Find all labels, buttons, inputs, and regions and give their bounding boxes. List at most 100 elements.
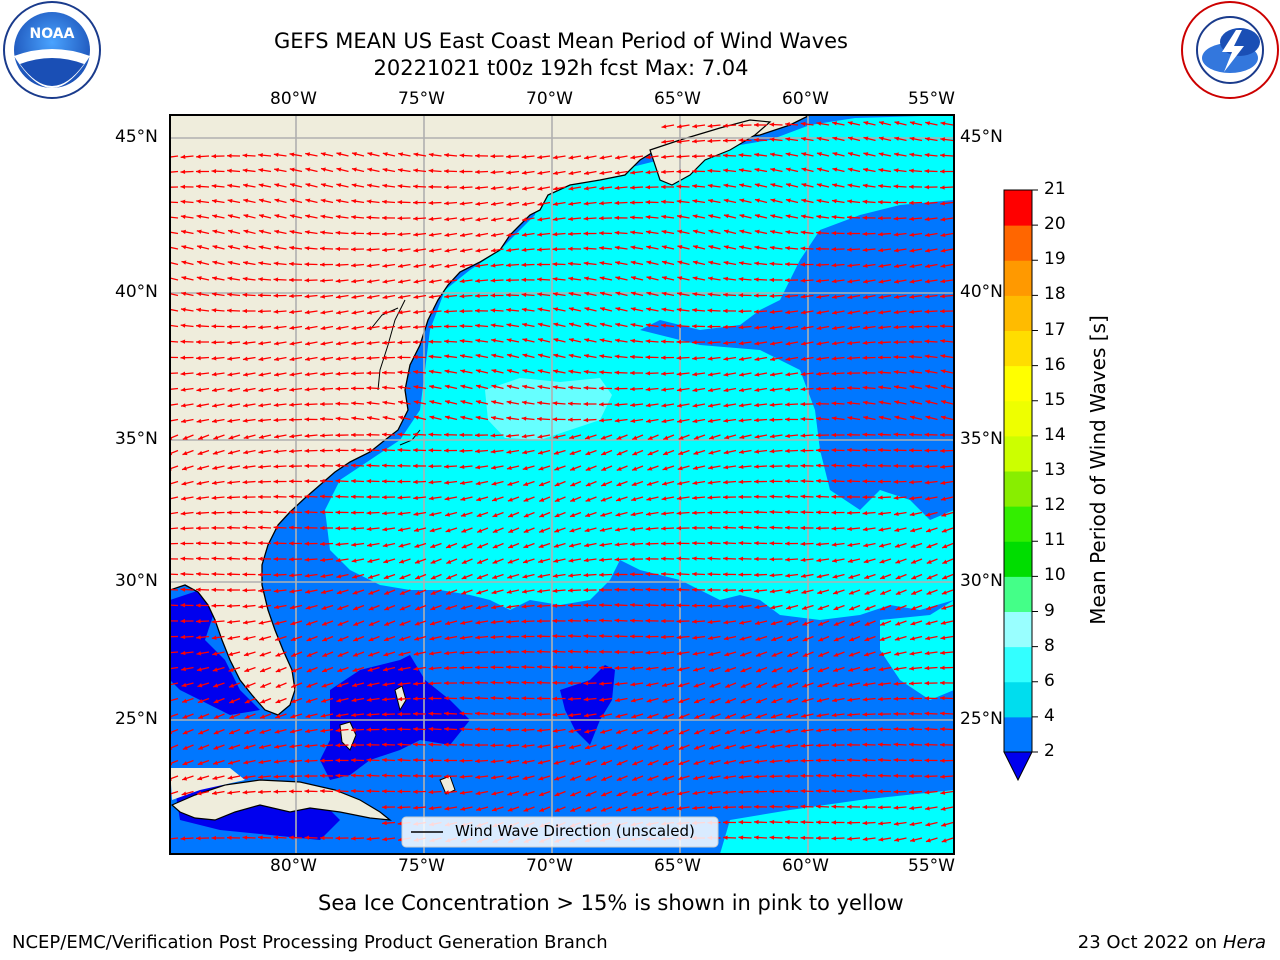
wind-wave-arrowhead: [335, 713, 341, 718]
wind-wave-arrowhead: [537, 338, 543, 343]
wind-wave-arrowhead: [273, 509, 279, 515]
wind-wave-arrowhead: [537, 588, 543, 594]
wind-wave-arrowhead: [461, 575, 467, 580]
wind-wave-arrowhead: [227, 495, 232, 500]
wind-wave-arrowhead: [568, 322, 574, 327]
wind-wave-arrowhead: [692, 372, 698, 377]
wind-wave-arrowhead: [335, 494, 341, 499]
wind-wave-arrowhead: [351, 447, 356, 453]
wind-wave-arrowhead: [351, 371, 356, 376]
wind-wave-arrowhead: [785, 417, 790, 422]
wind-wave-arrowhead: [477, 528, 483, 533]
colorbar-tick-label: 18: [1044, 284, 1066, 305]
wind-wave-arrow: [170, 588, 179, 591]
wind-wave-arrowhead: [754, 464, 759, 469]
wind-wave-arrowhead: [460, 605, 466, 610]
wind-wave-arrowhead: [754, 152, 760, 158]
wind-wave-arrowhead: [676, 387, 682, 392]
wind-wave-arrowhead: [537, 573, 543, 579]
wind-wave-arrowhead: [399, 559, 405, 564]
wind-wave-arrowhead: [893, 216, 899, 221]
wind-wave-arrowhead: [800, 294, 806, 299]
wind-wave-arrowhead: [568, 353, 574, 358]
wind-wave-arrowhead: [181, 666, 186, 672]
wind-wave-arrowhead: [909, 711, 914, 716]
wind-wave-arrowhead: [289, 214, 295, 219]
wind-wave-arrowhead: [552, 232, 558, 237]
colorbar-tick-label: 19: [1044, 249, 1066, 270]
wind-wave-arrowhead: [523, 559, 528, 564]
wind-wave-arrowhead: [769, 277, 775, 283]
wind-wave-arrowhead: [415, 590, 421, 595]
wind-wave-arrowhead: [707, 619, 713, 625]
wind-wave-arrowhead: [801, 698, 807, 703]
wind-wave-arrowhead: [816, 510, 821, 515]
wind-wave-arrowhead: [894, 121, 900, 126]
wind-wave-arrowhead: [476, 512, 482, 517]
wind-wave-arrowhead: [351, 167, 357, 172]
wind-wave-arrowhead: [320, 448, 325, 453]
wind-wave-arrowhead: [800, 509, 806, 515]
wind-wave-arrowhead: [676, 307, 682, 313]
wind-wave-arrowhead: [785, 152, 791, 157]
wind-wave-arrowhead: [707, 183, 713, 189]
wind-wave-arrowhead: [831, 278, 837, 284]
wind-wave-arrowhead: [475, 185, 480, 191]
wind-wave-arrowhead: [739, 387, 744, 393]
wind-wave-arrowhead: [833, 637, 839, 642]
wind-wave-arrowhead: [227, 603, 232, 609]
wind-wave-arrowhead: [909, 216, 914, 222]
wind-wave-arrowhead: [444, 279, 450, 284]
wind-wave-arrowhead: [212, 260, 218, 265]
wind-wave-arrowhead: [413, 495, 418, 501]
wind-wave-arrowhead: [306, 683, 312, 688]
wind-wave-arrowhead: [366, 463, 372, 468]
wind-wave-arrowhead: [568, 369, 574, 374]
wind-wave-arrowhead: [475, 415, 481, 420]
wind-wave-arrowhead: [492, 497, 498, 502]
wind-wave-arrowhead: [723, 480, 728, 485]
wind-wave-arrowhead: [273, 525, 279, 530]
wind-wave-arrowhead: [537, 170, 543, 176]
wind-wave-arrowhead: [614, 230, 620, 235]
wind-wave-arrowhead: [336, 183, 342, 188]
wind-wave-arrowhead: [738, 494, 744, 500]
wind-wave-arrowhead: [707, 525, 713, 530]
wind-wave-arrowhead: [894, 415, 900, 420]
wind-wave-arrowhead: [645, 511, 651, 516]
wind-wave-arrowhead: [630, 527, 636, 532]
wind-wave-arrowhead: [893, 711, 899, 717]
wind-wave-arrowhead: [320, 278, 325, 283]
wind-wave-arrowhead: [428, 200, 434, 206]
wind-wave-arrowhead: [414, 559, 420, 564]
wind-wave-arrowhead: [738, 572, 744, 577]
wind-wave-arrowhead: [397, 681, 403, 687]
wind-wave-arrowhead: [692, 619, 697, 624]
wind-wave-arrowhead: [909, 681, 914, 686]
wind-wave-arrowhead: [366, 355, 372, 361]
wind-wave-arrowhead: [692, 214, 698, 219]
wind-wave-arrowhead: [661, 634, 666, 640]
wind-wave-arrowhead: [785, 182, 791, 188]
wind-wave-arrowhead: [537, 618, 542, 624]
wind-wave-arrowhead: [242, 153, 248, 158]
wind-wave-arrowhead: [847, 415, 853, 421]
wind-wave-arrowhead: [661, 339, 666, 344]
wind-wave-arrowhead: [769, 152, 775, 157]
wind-wave-arrowhead: [351, 542, 357, 547]
wind-wave-arrowhead: [229, 699, 235, 704]
wind-wave-arrowhead: [181, 418, 186, 424]
wind-wave-arrowhead: [831, 341, 837, 346]
wind-wave-arrow: [170, 231, 179, 235]
wind-wave-arrowhead: [506, 201, 512, 207]
wind-wave-arrowhead: [616, 482, 622, 487]
wind-wave-arrowhead: [382, 231, 387, 237]
wind-wave-arrowhead: [862, 511, 868, 516]
wind-wave-arrowhead: [491, 604, 497, 610]
wind-wave-arrowhead: [182, 698, 188, 703]
wind-wave-arrowhead: [382, 215, 387, 221]
wind-wave-arrowhead: [475, 449, 480, 454]
wind-wave-arrowhead: [849, 621, 855, 626]
wind-wave-arrowhead: [940, 620, 946, 625]
wind-wave-arrowhead: [180, 184, 186, 190]
